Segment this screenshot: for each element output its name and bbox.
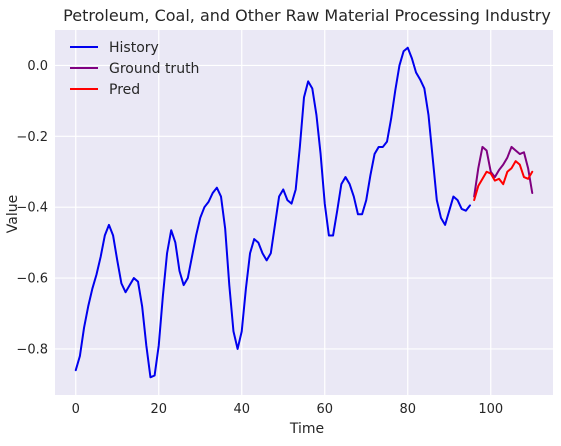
series-line-pred	[473, 160, 534, 202]
series-line-history	[74, 46, 471, 379]
y-tick-label: 0.0	[27, 59, 48, 74]
x-tick-label: 20	[150, 402, 167, 417]
chart-title: Petroleum, Coal, and Other Raw Material …	[63, 6, 551, 25]
series-line-ground-truth	[473, 145, 534, 198]
x-tick-label: 60	[316, 402, 333, 417]
series-lines	[74, 46, 534, 379]
legend: History Ground truth Pred	[70, 40, 199, 98]
legend-label: History	[109, 40, 159, 56]
y-tick-label: −0.2	[16, 130, 48, 145]
legend-label: Pred	[109, 82, 140, 98]
plot-area	[55, 30, 553, 395]
y-tick-label: −0.4	[16, 201, 48, 216]
x-tick-label: 80	[399, 402, 416, 417]
y-axis-label: Value	[5, 195, 21, 233]
tick-labels: 0 20 40 60 80 100 0.0 −0.2 −0.4 −0.6 −0.8	[16, 59, 503, 417]
y-tick-label: −0.6	[16, 272, 48, 287]
x-tick-label: 0	[72, 402, 80, 417]
grid	[55, 30, 553, 395]
x-tick-label: 100	[478, 402, 503, 417]
y-tick-label: −0.8	[16, 342, 48, 357]
legend-label: Ground truth	[109, 61, 199, 77]
x-axis-label: Time	[289, 421, 324, 437]
x-tick-label: 40	[233, 402, 250, 417]
